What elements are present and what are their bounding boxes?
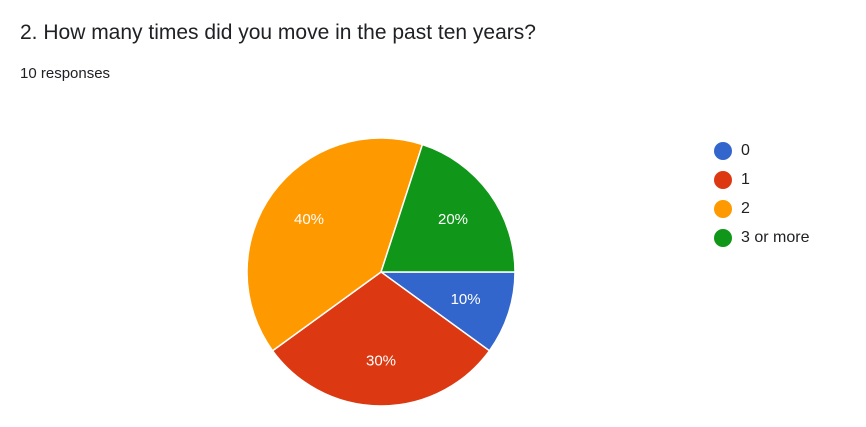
pie-slice-label: 40% bbox=[294, 211, 324, 228]
legend-swatch bbox=[714, 228, 732, 247]
pie-slice-3-or-more[interactable] bbox=[379, 143, 516, 273]
legend-item[interactable]: 0 bbox=[714, 136, 809, 165]
legend-label: 0 bbox=[741, 141, 750, 159]
pie-slice-label: 10% bbox=[451, 291, 481, 308]
pie-slice-label: 30% bbox=[366, 353, 396, 370]
chart-legend: 0 1 2 3 or more bbox=[714, 136, 809, 252]
legend-swatch bbox=[714, 199, 732, 218]
pie-slice-1[interactable] bbox=[271, 271, 491, 407]
pie-slice-label: 20% bbox=[438, 211, 468, 228]
legend-label: 3 or more bbox=[741, 228, 810, 246]
pie-slice-2[interactable] bbox=[246, 137, 424, 352]
pie-slice-labels: 10% 30% 40% 20% bbox=[294, 211, 481, 369]
pie-slices bbox=[246, 137, 516, 407]
legend-item[interactable]: 3 or more bbox=[714, 223, 809, 252]
legend-swatch bbox=[714, 170, 732, 189]
legend-label: 1 bbox=[741, 170, 750, 188]
legend-item[interactable]: 1 bbox=[714, 165, 809, 194]
legend-swatch bbox=[714, 141, 732, 160]
legend-label: 2 bbox=[741, 199, 750, 217]
pie-slice-0[interactable] bbox=[378, 271, 516, 352]
legend-item[interactable]: 2 bbox=[714, 194, 809, 223]
response-count: 10 responses bbox=[20, 65, 111, 82]
question-title: 2. How many times did you move in the pa… bbox=[20, 21, 536, 44]
